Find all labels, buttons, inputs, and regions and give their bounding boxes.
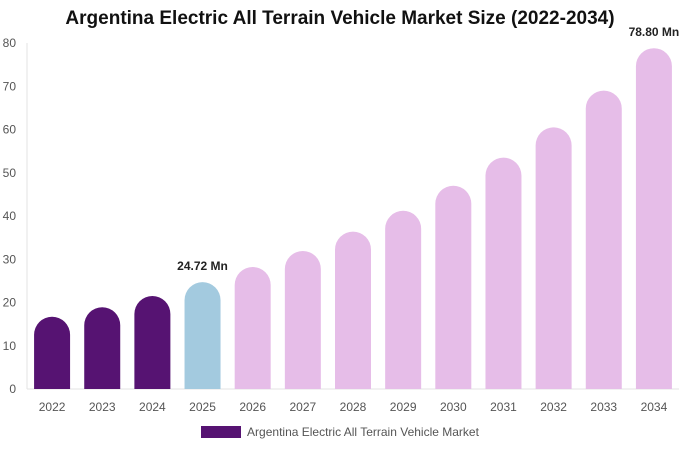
bars xyxy=(34,48,672,390)
bar-2029 xyxy=(385,210,422,389)
bar-2032 xyxy=(535,127,572,390)
x-tick-label: 2026 xyxy=(239,400,266,414)
y-tick-label: 20 xyxy=(3,296,17,310)
bar-2025 xyxy=(184,282,221,389)
bar-2031 xyxy=(485,157,522,389)
y-tick-label: 40 xyxy=(3,209,17,223)
x-tick-label: 2027 xyxy=(289,400,316,414)
chart-title: Argentina Electric All Terrain Vehicle M… xyxy=(65,8,615,29)
bar-2033 xyxy=(585,90,622,389)
x-tick-label: 2031 xyxy=(490,400,517,414)
data-label-2034: 78.80 Mn xyxy=(629,25,680,39)
bar-2026 xyxy=(234,267,271,389)
y-tick-label: 0 xyxy=(9,382,16,396)
bar-2034 xyxy=(635,48,672,390)
y-tick-label: 30 xyxy=(3,252,17,266)
bar-2028 xyxy=(335,231,371,389)
x-tick-label: 2034 xyxy=(641,400,668,414)
y-tick-label: 60 xyxy=(3,123,17,137)
x-tick-label: 2024 xyxy=(139,400,166,414)
bar-2024 xyxy=(134,296,171,389)
legend: Argentina Electric All Terrain Vehicle M… xyxy=(0,425,680,439)
x-tick-label: 2032 xyxy=(540,400,567,414)
x-tick-label: 2025 xyxy=(189,400,216,414)
legend-label: Argentina Electric All Terrain Vehicle M… xyxy=(247,425,479,439)
bar-2027 xyxy=(284,251,321,389)
y-tick-label: 50 xyxy=(3,166,17,180)
x-tick-label: 2023 xyxy=(89,400,116,414)
data-labels: 24.72 Mn 78.80 Mn xyxy=(177,25,679,273)
bar-2022 xyxy=(34,316,71,389)
x-tick-label: 2029 xyxy=(390,400,417,414)
legend-swatch xyxy=(201,426,242,438)
y-tick-label: 10 xyxy=(3,339,17,353)
y-tick-label: 70 xyxy=(3,79,17,93)
x-tick-label: 2030 xyxy=(440,400,467,414)
x-tick-label: 2022 xyxy=(39,400,66,414)
x-tick-label: 2028 xyxy=(340,400,367,414)
bar-2023 xyxy=(84,307,121,389)
x-tick-label: 2033 xyxy=(590,400,617,414)
data-label-2025: 24.72 Mn xyxy=(177,259,228,273)
y-tick-label: 80 xyxy=(3,36,17,50)
bar-2030 xyxy=(435,185,472,389)
